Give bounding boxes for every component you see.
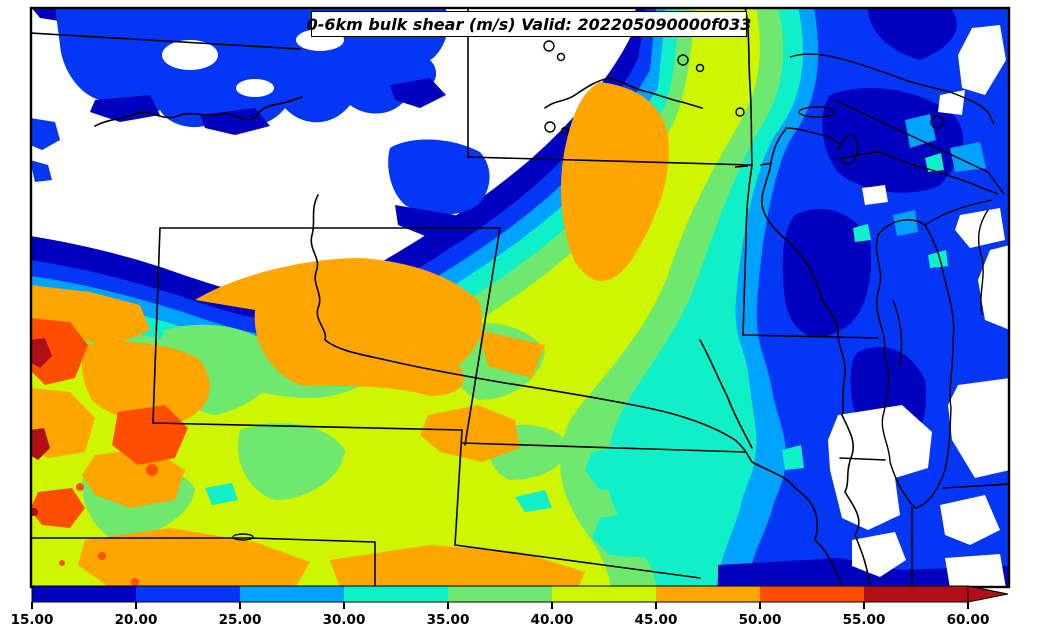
colorbar-tick-label: 55.00 bbox=[843, 612, 886, 628]
orangered-blobs bbox=[31, 318, 188, 586]
state-borders bbox=[31, 8, 1009, 587]
lightblue-speck bbox=[905, 114, 936, 148]
blue-dakota-blob bbox=[388, 139, 490, 215]
lightblue-speck bbox=[893, 210, 918, 236]
navy-dakota-fringe bbox=[395, 205, 470, 238]
colorbar-tick-label: 40.00 bbox=[531, 612, 574, 628]
cyan-patches-south bbox=[205, 445, 668, 558]
navy-top-right bbox=[868, 8, 957, 60]
colorbar-segment bbox=[448, 586, 552, 602]
lakes-outlines bbox=[232, 40, 1005, 541]
cyan-speck bbox=[928, 250, 948, 268]
blue-left-edge-bits bbox=[31, 118, 60, 182]
colorbar-segment bbox=[344, 586, 448, 602]
darkred-specks bbox=[31, 338, 52, 516]
colorbar-tick-label: 30.00 bbox=[323, 612, 366, 628]
colorbar-tick-label: 45.00 bbox=[635, 612, 678, 628]
lightblue-speck bbox=[950, 142, 986, 172]
cyan-speck bbox=[925, 153, 944, 172]
colorbar-segment bbox=[240, 586, 344, 602]
colorbar-arrow bbox=[967, 585, 1009, 603]
colorbar-tick-label: 60.00 bbox=[947, 612, 990, 628]
colorbar-outline bbox=[31, 585, 969, 603]
title-box: 0-6km bulk shear (m/s) Valid: 2022050900… bbox=[307, 11, 751, 37]
orange-blobs bbox=[31, 82, 669, 587]
cyan-speck bbox=[853, 224, 871, 242]
navy-fringes-montana bbox=[90, 78, 446, 135]
colorbar-segment bbox=[32, 586, 136, 602]
colorbar-tick-label: 35.00 bbox=[427, 612, 470, 628]
colorbar-tick-label: 50.00 bbox=[739, 612, 782, 628]
blue-montana-mass bbox=[55, 8, 449, 128]
cyan-speck bbox=[782, 445, 804, 470]
colorbar-tick-label: 15.00 bbox=[11, 612, 54, 628]
colorbar-tick-label: 20.00 bbox=[115, 612, 158, 628]
navy-bottom-strip bbox=[718, 558, 1009, 587]
colorbar-segment bbox=[760, 586, 864, 602]
navy-wisconsin bbox=[782, 209, 872, 338]
rivers bbox=[94, 77, 871, 587]
colorbar: 15.00 20.00 25.00 30.00 35.00 40.00 45.00 50.00… bbox=[11, 585, 1009, 628]
colorbar-tick-label: 25.00 bbox=[219, 612, 262, 628]
colorbar-segment bbox=[136, 586, 240, 602]
colorbar-segment bbox=[864, 586, 968, 602]
colorbar-segment bbox=[656, 586, 760, 602]
map-title: 0-6km bulk shear (m/s) Valid: 2022050900… bbox=[306, 14, 752, 34]
colorbar-segment bbox=[552, 586, 656, 602]
